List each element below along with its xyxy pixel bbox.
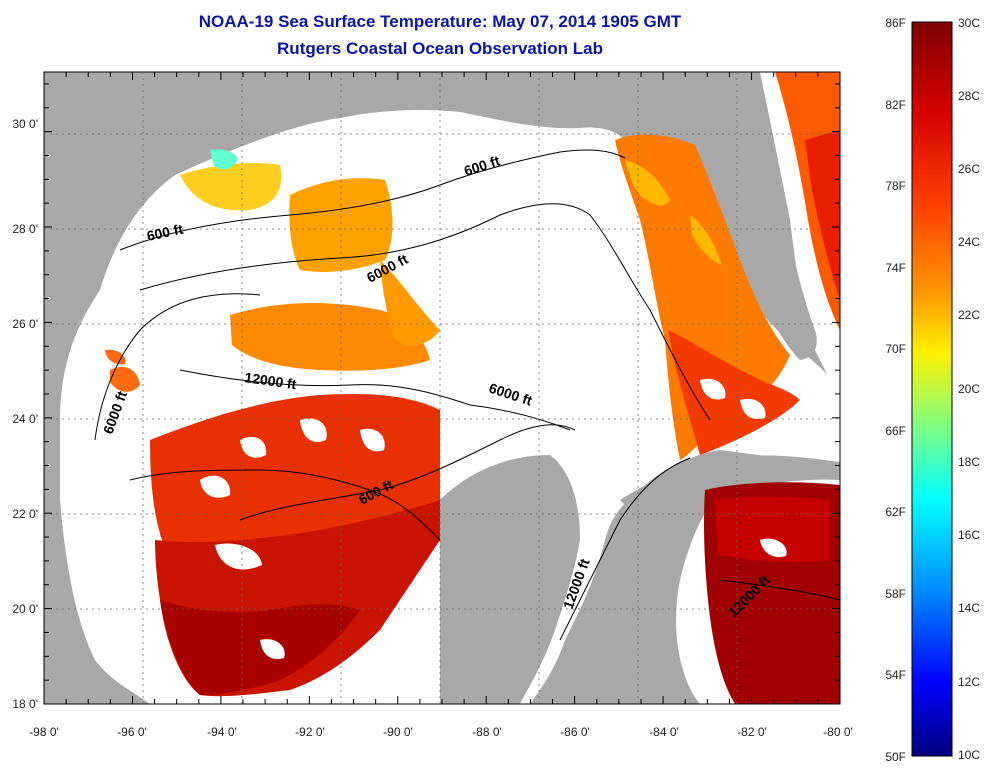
colorbar-f-label: 78F bbox=[885, 179, 906, 193]
colorbar-f-labels: 86F 82F 78F 74F 70F 66F 62F 58F 54F 50F bbox=[885, 16, 906, 764]
colorbar-c-label: 22C bbox=[958, 308, 980, 322]
sst-north-gulf bbox=[289, 178, 393, 272]
bathymetry-contours bbox=[94, 149, 840, 641]
colorbar-c-label: 10C bbox=[958, 748, 980, 762]
colorbar-f-label: 50F bbox=[885, 750, 906, 764]
colorbar-c-label: 18C bbox=[958, 455, 980, 469]
x-tick-label: -90 0' bbox=[383, 725, 413, 739]
y-tick-label: 26 0' bbox=[12, 317, 38, 331]
colorbar-c-label: 26C bbox=[958, 162, 980, 176]
colorbar-c-label: 30C bbox=[958, 16, 980, 30]
y-tick-label: 22 0' bbox=[12, 507, 38, 521]
colorbar-f-label: 86F bbox=[885, 16, 906, 30]
sst-atlantic-warm bbox=[805, 130, 840, 300]
x-tick-label: -92 0' bbox=[295, 725, 325, 739]
sst-florida-warm bbox=[668, 330, 800, 455]
y-tick-label: 20 0' bbox=[12, 602, 38, 616]
yucatan-land bbox=[440, 455, 580, 704]
x-tick-label: -94 0' bbox=[207, 725, 237, 739]
colorbar-c-label: 24C bbox=[958, 235, 980, 249]
x-tick-label: -82 0' bbox=[737, 725, 767, 739]
x-tick-label: -84 0' bbox=[649, 725, 679, 739]
graticule bbox=[44, 72, 840, 704]
x-tick-label: -86 0' bbox=[560, 725, 590, 739]
colorbar-c-label: 16C bbox=[958, 528, 980, 542]
sst-caribbean-mid bbox=[715, 496, 830, 563]
sst-texas-shelf bbox=[180, 163, 282, 211]
x-tick-label: -88 0' bbox=[472, 725, 502, 739]
colorbar-c-label: 12C bbox=[958, 675, 980, 689]
sst-campeche-hot bbox=[160, 600, 360, 695]
colorbar-c-label: 14C bbox=[958, 601, 980, 615]
colorbar bbox=[911, 21, 953, 757]
sst-west-patch bbox=[105, 349, 140, 392]
colorbar-f-label: 66F bbox=[885, 424, 906, 438]
y-tick-label: 30 0' bbox=[12, 117, 38, 131]
cuba-land bbox=[620, 455, 840, 509]
florida-land bbox=[700, 140, 817, 360]
colorbar-f-label: 82F bbox=[885, 98, 906, 112]
colorbar-f-label: 62F bbox=[885, 505, 906, 519]
colorbar-c-labels: 30C 28C 26C 24C 22C 20C 18C 16C 14C 12C … bbox=[958, 16, 980, 762]
map-subtitle: Rutgers Coastal Ocean Observation Lab bbox=[277, 39, 603, 58]
y-axis-labels: 18 0' 20 0' 22 0' 24 0' 26 0' 28 0' 30 0… bbox=[12, 117, 38, 711]
x-axis-labels: -98 0' -96 0' -94 0' -92 0' -90 0' -88 0… bbox=[29, 725, 853, 739]
contour-label: 600 ft bbox=[145, 221, 184, 244]
y-tick-label: 28 0' bbox=[12, 222, 38, 236]
contour-label: 12000 ft bbox=[244, 369, 298, 392]
x-tick-label: -80 0' bbox=[823, 725, 853, 739]
sst-north-gulf-2 bbox=[380, 260, 440, 346]
map-title: NOAA-19 Sea Surface Temperature: May 07,… bbox=[198, 12, 682, 31]
colorbar-f-label: 54F bbox=[885, 668, 906, 682]
y-tick-label: 18 0' bbox=[12, 697, 38, 711]
sst-texas-cyan bbox=[210, 149, 238, 170]
colorbar-f-label: 70F bbox=[885, 342, 906, 356]
sst-central-gulf bbox=[230, 303, 430, 371]
axis-ticks bbox=[43, 72, 841, 705]
x-tick-label: -98 0' bbox=[29, 725, 59, 739]
y-tick-label: 24 0' bbox=[12, 412, 38, 426]
colorbar-c-label: 20C bbox=[958, 382, 980, 396]
colorbar-c-label: 28C bbox=[958, 89, 980, 103]
x-tick-label: -96 0' bbox=[117, 725, 147, 739]
sst-florida-cool-streaks bbox=[625, 160, 722, 265]
colorbar-f-label: 74F bbox=[885, 261, 906, 275]
colorbar-f-label: 58F bbox=[885, 587, 906, 601]
